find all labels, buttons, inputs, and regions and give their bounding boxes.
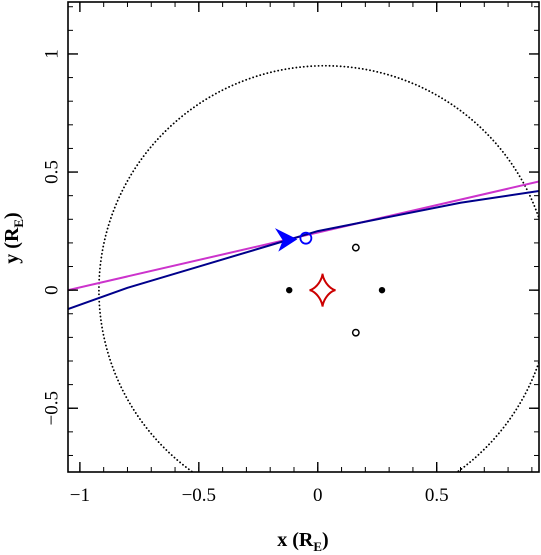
tick-layer: −1 −0.5 0 0.5 −0.5 0 0.5 1 bbox=[42, 2, 539, 506]
lens-point-1 bbox=[286, 286, 293, 294]
image-point-2 bbox=[351, 328, 360, 337]
direction-arrow bbox=[274, 228, 298, 252]
y-tick-label: 1 bbox=[42, 49, 63, 59]
y-tick-label: −0.5 bbox=[42, 391, 63, 425]
y-axis-label: y (RE) bbox=[1, 212, 26, 263]
y-tick-label: 0.5 bbox=[42, 160, 63, 184]
einstein-ring bbox=[98, 64, 539, 472]
data-layer bbox=[68, 64, 539, 472]
x-tick-label: 0.5 bbox=[425, 485, 449, 506]
lens-point-2 bbox=[378, 286, 386, 294]
caustic-curve bbox=[309, 273, 336, 307]
image-point-1 bbox=[351, 243, 360, 252]
x-tick-label: −1 bbox=[70, 485, 90, 506]
x-tick-label: 0 bbox=[313, 485, 323, 506]
source-marker bbox=[299, 231, 313, 245]
plot-frame bbox=[67, 1, 540, 473]
x-axis-label: x (RE) bbox=[277, 529, 328, 554]
y-tick-label: 0 bbox=[42, 285, 63, 295]
x-tick-label: −0.5 bbox=[182, 485, 216, 506]
